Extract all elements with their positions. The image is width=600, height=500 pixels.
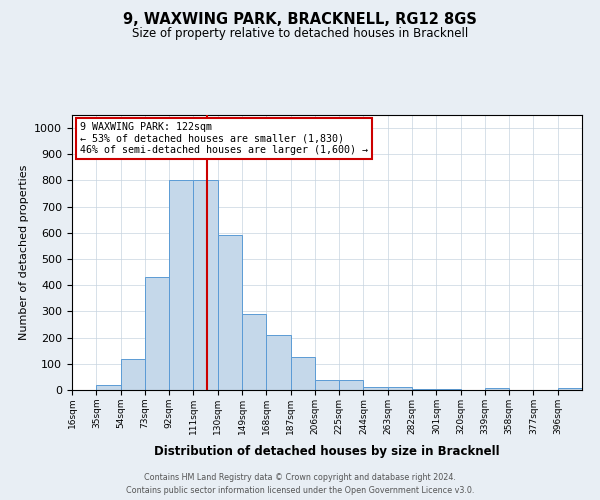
Bar — [218, 236, 242, 390]
Bar — [364, 388, 388, 390]
Bar — [242, 314, 266, 390]
Bar — [485, 388, 509, 390]
Bar — [436, 388, 461, 390]
Bar — [388, 388, 412, 390]
Bar — [290, 358, 315, 390]
Bar — [412, 388, 436, 390]
Text: 9, WAXWING PARK, BRACKNELL, RG12 8GS: 9, WAXWING PARK, BRACKNELL, RG12 8GS — [123, 12, 477, 28]
Text: Distribution of detached houses by size in Bracknell: Distribution of detached houses by size … — [154, 444, 500, 458]
Bar — [266, 335, 290, 390]
Bar — [339, 380, 364, 390]
Bar — [145, 278, 169, 390]
Text: 9 WAXWING PARK: 122sqm
← 53% of detached houses are smaller (1,830)
46% of semi-: 9 WAXWING PARK: 122sqm ← 53% of detached… — [80, 122, 368, 155]
Bar — [315, 380, 339, 390]
Bar — [193, 180, 218, 390]
Bar — [96, 385, 121, 390]
Text: Size of property relative to detached houses in Bracknell: Size of property relative to detached ho… — [132, 28, 468, 40]
Y-axis label: Number of detached properties: Number of detached properties — [19, 165, 29, 340]
Bar — [558, 388, 582, 390]
Text: Contains HM Land Registry data © Crown copyright and database right 2024.
Contai: Contains HM Land Registry data © Crown c… — [126, 474, 474, 495]
Bar — [121, 358, 145, 390]
Bar — [169, 180, 193, 390]
